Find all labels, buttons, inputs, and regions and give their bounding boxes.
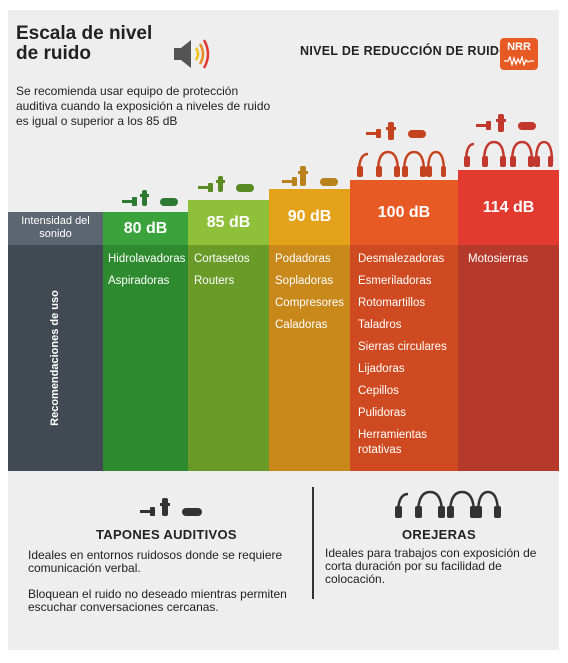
list-item: Pulidoras xyxy=(358,407,406,419)
list-item: Rotomartillos xyxy=(358,297,426,309)
db-label: 85 dB xyxy=(188,200,269,245)
list-item: Compresores xyxy=(275,297,345,309)
nrr-badge-label: NRR xyxy=(507,41,531,53)
earmuffs-text-1: Ideales para trabajos con exposición de … xyxy=(325,546,537,586)
uses-panel: Hidrolavadoras Aspiradoras xyxy=(103,245,188,471)
earplugs-text-1: Ideales en entornos ruidosos donde se re… xyxy=(28,548,283,575)
intensity-row-label: Intensidad del sonido xyxy=(8,212,103,245)
earmuff-icons xyxy=(395,490,501,518)
list-item: Esmeriladoras xyxy=(358,275,432,287)
uses-row-label: Recomendaciones de uso xyxy=(49,290,61,426)
list-item: Cortasetos xyxy=(194,253,250,265)
list-item: Desmalezadoras xyxy=(358,253,445,265)
db-label: 90 dB xyxy=(269,189,350,245)
list-item: Aspiradoras xyxy=(108,275,170,287)
list-item: Herramientas rotativas xyxy=(358,429,428,456)
uses-panel: Desmalezadoras Esmeriladoras Rotomartill… xyxy=(350,245,458,471)
subtitle: Se recomienda usar equipo de protección … xyxy=(16,84,271,128)
list-item: Sopladoras xyxy=(275,275,334,287)
list-item: Lijadoras xyxy=(358,363,405,375)
earmuffs-title: OREJERAS xyxy=(402,527,476,542)
nrr-badge: NRR xyxy=(500,38,538,70)
db-label: 80 dB xyxy=(103,212,188,245)
db-label: 114 dB xyxy=(458,170,559,245)
speaker-icon xyxy=(174,39,210,69)
uses-row-label-panel: Recomendaciones de uso xyxy=(8,245,103,471)
earplug-icons xyxy=(140,498,202,516)
list-item: Motosierras xyxy=(468,253,529,265)
earplug-earmuff-icons-114 xyxy=(464,114,554,167)
earplug-earmuff-icons-100 xyxy=(357,122,446,177)
uses-panel: Motosierras xyxy=(458,245,559,471)
earplug-icons-80 xyxy=(122,190,178,206)
list-item: Hidrolavadoras xyxy=(108,253,186,265)
list-item: Caladoras xyxy=(275,319,328,331)
list-item: Podadoras xyxy=(275,253,331,265)
sound-wave-icon xyxy=(504,56,534,66)
list-item: Cepillos xyxy=(358,385,399,397)
divider xyxy=(312,487,314,599)
uses-panel: Podadoras Sopladoras Compresores Calador… xyxy=(269,245,350,471)
earplug-icons-90 xyxy=(282,166,338,186)
earplugs-title: TAPONES AUDITIVOS xyxy=(96,527,237,542)
db-label: 100 dB xyxy=(350,180,458,245)
earplugs-text-2: Bloquean el ruido no deseado mientras pe… xyxy=(28,587,287,614)
list-item: Taladros xyxy=(358,319,402,331)
nrr-title: NIVEL DE REDUCCIÓN DE RUIDO xyxy=(300,44,510,58)
page-title: Escala de nivel de ruido xyxy=(16,23,153,64)
list-item: Sierras circulares xyxy=(358,341,447,353)
earplug-icons-85 xyxy=(198,176,254,192)
uses-panel: Cortasetos Routers xyxy=(188,245,269,471)
list-item: Routers xyxy=(194,275,235,287)
